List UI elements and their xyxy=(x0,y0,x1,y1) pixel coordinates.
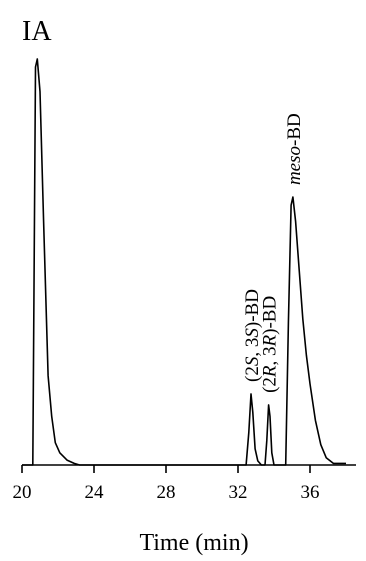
panel-label: IA xyxy=(22,16,52,47)
x-axis-ticks: 20 24 28 32 36 xyxy=(13,465,320,503)
x-tick-label-28: 28 xyxy=(157,482,176,503)
peak-label-meso: meso-BD xyxy=(284,113,305,185)
x-axis-title: Time (min) xyxy=(139,530,248,556)
peak-label-rr: (2R, 3R)-BD xyxy=(260,296,281,393)
peak-labels: (2S, 3S)-BD(2R, 3R)-BD meso-BD xyxy=(242,113,305,393)
chromatogram-trace xyxy=(22,58,346,466)
x-tick-label-20: 20 xyxy=(13,482,32,503)
peak-label-ss: (2S, 3S)-BD xyxy=(242,289,263,382)
x-tick-label-36: 36 xyxy=(301,482,320,503)
x-tick-label-24: 24 xyxy=(85,482,105,503)
x-tick-label-32: 32 xyxy=(229,482,248,503)
